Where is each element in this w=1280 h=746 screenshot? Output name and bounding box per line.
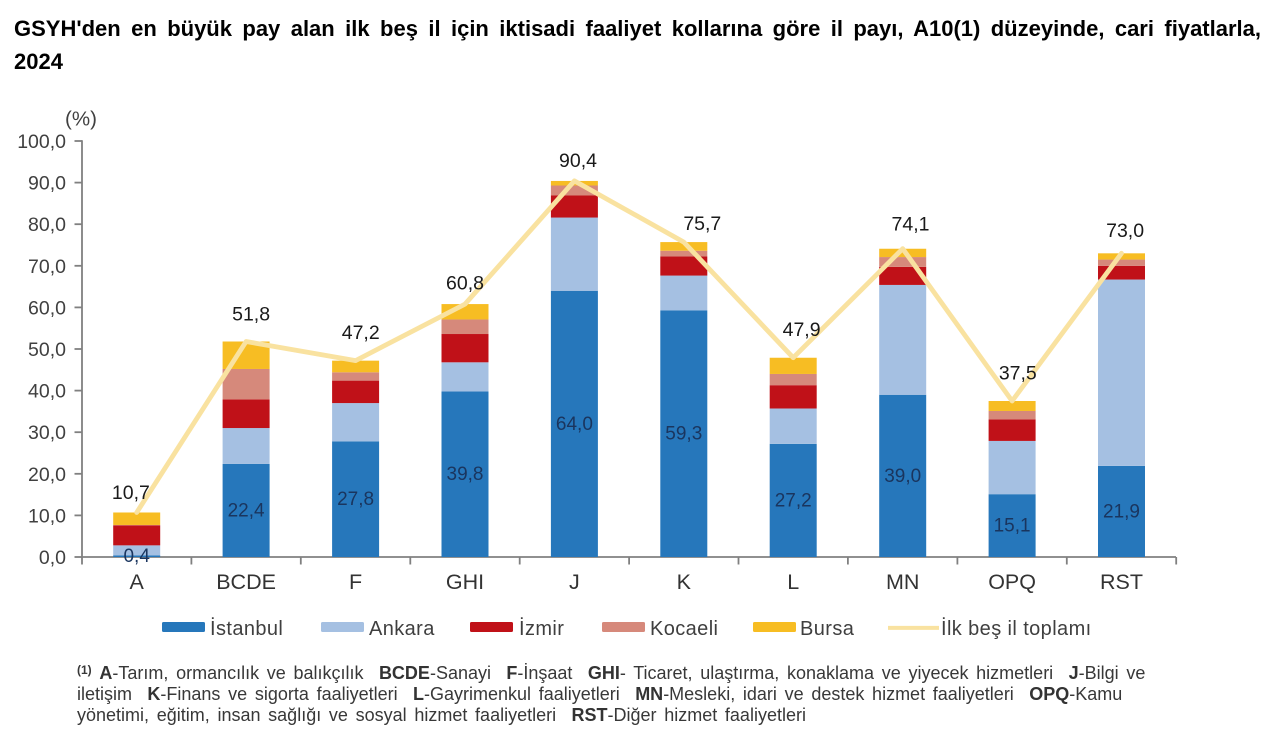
- svg-text:64,0: 64,0: [556, 414, 593, 435]
- svg-text:39,8: 39,8: [447, 464, 484, 485]
- svg-text:F: F: [349, 570, 362, 594]
- svg-text:22,4: 22,4: [228, 500, 265, 521]
- svg-text:74,1: 74,1: [892, 213, 930, 235]
- svg-text:20,0: 20,0: [28, 464, 66, 486]
- svg-text:10,0: 10,0: [28, 505, 66, 527]
- svg-text:27,2: 27,2: [775, 490, 812, 511]
- svg-text:10,7: 10,7: [112, 482, 150, 504]
- svg-text:90,0: 90,0: [28, 173, 66, 195]
- svg-text:İzmir: İzmir: [519, 617, 564, 640]
- svg-text:51,8: 51,8: [232, 304, 270, 326]
- svg-text:GHI: GHI: [446, 570, 484, 594]
- svg-text:RST: RST: [1100, 570, 1143, 594]
- svg-text:K: K: [677, 570, 692, 594]
- svg-text:90,4: 90,4: [559, 150, 597, 172]
- svg-text:75,7: 75,7: [683, 213, 721, 235]
- svg-text:OPQ: OPQ: [988, 570, 1036, 594]
- svg-text:40,0: 40,0: [28, 381, 66, 403]
- svg-text:0,4: 0,4: [123, 546, 150, 567]
- svg-text:Bursa: Bursa: [800, 618, 855, 640]
- svg-text:73,0: 73,0: [1106, 220, 1144, 242]
- svg-text:MN: MN: [886, 570, 919, 594]
- svg-text:50,0: 50,0: [28, 339, 66, 361]
- svg-text:80,0: 80,0: [28, 214, 66, 236]
- svg-text:BCDE: BCDE: [216, 570, 276, 594]
- svg-text:İlk beş il toplamı: İlk beş il toplamı: [941, 617, 1092, 640]
- svg-text:L: L: [787, 570, 799, 594]
- svg-text:39,0: 39,0: [884, 466, 921, 487]
- svg-text:J: J: [569, 570, 580, 594]
- svg-text:70,0: 70,0: [28, 256, 66, 278]
- svg-text:İstanbul: İstanbul: [210, 617, 283, 640]
- svg-text:100,0: 100,0: [17, 131, 66, 153]
- svg-text:Kocaeli: Kocaeli: [650, 618, 718, 640]
- svg-text:0,0: 0,0: [39, 547, 66, 569]
- svg-text:15,1: 15,1: [994, 516, 1031, 537]
- svg-text:(%): (%): [65, 108, 97, 131]
- svg-text:60,8: 60,8: [446, 272, 484, 294]
- svg-text:A: A: [130, 570, 145, 594]
- svg-text:47,9: 47,9: [783, 319, 821, 341]
- svg-text:59,3: 59,3: [665, 424, 702, 445]
- svg-text:30,0: 30,0: [28, 422, 66, 444]
- svg-text:Ankara: Ankara: [369, 618, 435, 640]
- svg-text:21,9: 21,9: [1103, 501, 1140, 522]
- svg-text:37,5: 37,5: [999, 362, 1037, 384]
- svg-text:47,2: 47,2: [342, 322, 380, 344]
- svg-text:60,0: 60,0: [28, 297, 66, 319]
- svg-text:27,8: 27,8: [337, 489, 374, 510]
